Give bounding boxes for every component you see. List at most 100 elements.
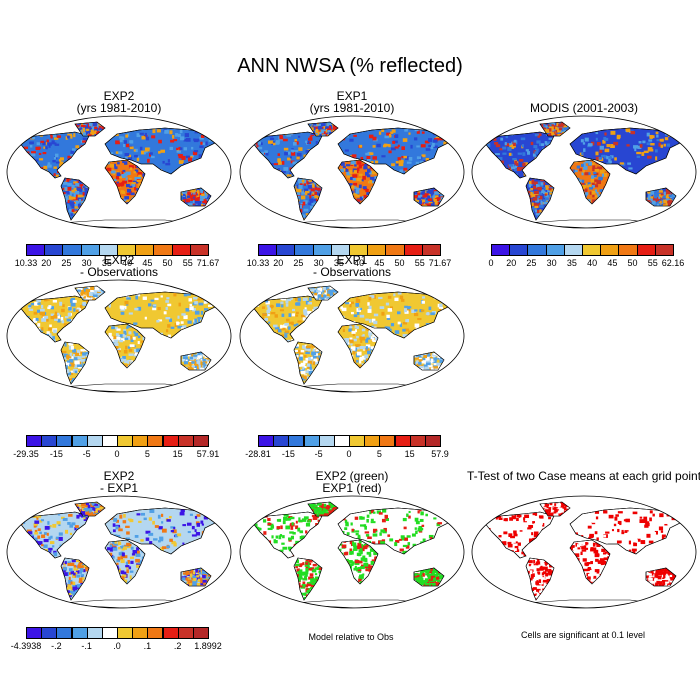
- colorbar-tick-label: 40: [122, 258, 133, 268]
- panel-title-line2: - Observations: [312, 265, 392, 279]
- map-border: [239, 115, 465, 229]
- colorbar-swatch: [101, 627, 118, 639]
- colorbar-swatch: [582, 244, 602, 256]
- colorbar-tick-label: 35: [101, 258, 112, 268]
- panel-exp1-minus-obs: EXP1 - Observations: [237, 254, 467, 394]
- colorbar-swatch: [177, 435, 194, 447]
- panel-title-line1: T-Test of two Case means at each grid po…: [466, 469, 700, 483]
- map-land-layer: [251, 121, 451, 228]
- colorbar-modis: 0 20 25 30 35 40 45 50 55 62.16: [488, 244, 684, 272]
- colorbar-swatch: [56, 627, 73, 639]
- colorbar-swatch: [62, 244, 82, 256]
- colorbar-tick-label: 57.9: [431, 449, 449, 459]
- map-land-layer: [251, 501, 451, 608]
- colorbar-swatch: [394, 435, 411, 447]
- map-land-layer: [483, 501, 683, 608]
- colorbar-tick-label: 10.33: [14, 258, 38, 268]
- colorbar-tick-label: 0: [114, 449, 120, 459]
- map-border: [6, 115, 232, 229]
- map-border: [239, 279, 465, 393]
- colorbar-swatch: [135, 244, 155, 256]
- colorbar-tick-label: 55: [182, 258, 193, 268]
- colorbar-tick-label: 25: [293, 258, 304, 268]
- colorbar-tick-label: -28.81: [245, 449, 271, 459]
- map-border: [471, 495, 697, 609]
- colorbar-tick-label: 35: [566, 258, 577, 268]
- colorbar-tick-label: 35: [333, 258, 344, 268]
- map-land-layer: [18, 285, 218, 392]
- panel-title-line2: (yrs 1981-2010): [76, 101, 162, 115]
- panel-ttest: T-Test of two Case means at each grid po…: [466, 470, 700, 610]
- colorbar-swatch: [86, 435, 103, 447]
- colorbar-tick-label: 30: [546, 258, 557, 268]
- colorbar-tick-label: -4.3938: [10, 641, 42, 651]
- colorbar-swatch: [333, 435, 350, 447]
- colorbar-exp2: 10.33 20 25 30 35 40 45 50 55 71.67: [15, 244, 219, 272]
- continent-africa: [569, 159, 611, 205]
- world-map-exp2-bias: [6, 279, 232, 393]
- colorbar-tick-label: 25: [526, 258, 537, 268]
- colorbar-tick-label: -.1: [81, 641, 92, 651]
- colorbar-swatch: [26, 435, 43, 447]
- colorbar-swatch: [403, 244, 423, 256]
- colorbar-swatch: [98, 244, 118, 256]
- colorbar-tick-label: 50: [394, 258, 405, 268]
- colorbar-swatch: [636, 244, 656, 256]
- map-border: [6, 279, 232, 393]
- colorbar-swatch: [71, 627, 88, 639]
- panel-modis: MODIS (2001-2003): [469, 90, 699, 230]
- colorbar-swatch: [491, 244, 511, 256]
- colorbar-swatch: [364, 435, 381, 447]
- colorbar-tick-label: 71.67: [196, 258, 220, 268]
- colorbar-tick-label: 20: [41, 258, 52, 268]
- colorbar-tick-label: -5: [82, 449, 91, 459]
- colorbar-tick-label: 15: [404, 449, 415, 459]
- colorbar-swatch: [56, 435, 73, 447]
- colorbar-swatch: [171, 244, 191, 256]
- colorbar-tick-label: 5: [144, 449, 150, 459]
- world-map-modis: [471, 115, 697, 229]
- colorbar-swatch: [86, 627, 103, 639]
- world-map-exp2-exp1: [6, 495, 232, 609]
- colorbar-swatch: [101, 435, 118, 447]
- colorbar-swatch: [192, 435, 209, 447]
- panel-green-red: EXP2 (green) EXP1 (red): [237, 470, 467, 610]
- panel-exp2: EXP2 (yrs 1981-2010): [4, 90, 234, 230]
- colorbar-swatch: [132, 435, 149, 447]
- world-map-exp2: [6, 115, 232, 229]
- colorbar-tick-label: 10.33: [246, 258, 270, 268]
- panel-title-line1: EXP2: [103, 89, 135, 103]
- colorbar-swatch: [117, 627, 134, 639]
- map-border: [239, 495, 465, 609]
- colorbar-swatch: [26, 244, 46, 256]
- colorbar-swatch: [177, 627, 194, 639]
- map-border: [6, 495, 232, 609]
- colorbar-swatch: [385, 244, 405, 256]
- colorbar-swatch: [117, 244, 137, 256]
- panel-title-line1: EXP2 (green): [315, 469, 389, 483]
- colorbar-swatch: [80, 244, 100, 256]
- colorbar-swatch: [509, 244, 529, 256]
- panel-exp2-minus-obs: EXP2 - Observations: [4, 254, 234, 394]
- panel-title-line1: EXP2: [103, 253, 135, 267]
- colorbar-tick-label: 55: [647, 258, 658, 268]
- panel-title-line2: - EXP1: [99, 481, 138, 495]
- colorbar-swatch: [192, 627, 209, 639]
- map-land-layer: [18, 121, 218, 228]
- colorbar-tick-label: .1: [143, 641, 152, 651]
- colorbar-swatch: [303, 435, 320, 447]
- colorbar-swatch: [44, 244, 64, 256]
- world-map-exp1-bias: [239, 279, 465, 393]
- colorbar-swatch: [41, 435, 58, 447]
- world-map-exp1: [239, 115, 465, 229]
- colorbar-swatch: [147, 627, 164, 639]
- colorbar-exp1: 10.33 20 25 30 35 40 45 50 55 71.67: [247, 244, 451, 272]
- colorbar-tick-label: -15: [281, 449, 295, 459]
- panel-exp1: EXP1 (yrs 1981-2010): [237, 90, 467, 230]
- colorbar-swatch: [132, 627, 149, 639]
- colorbar-swatch: [312, 244, 332, 256]
- colorbar-tick-label: 45: [374, 258, 385, 268]
- colorbar-tick-label: 15: [172, 449, 183, 459]
- colorbar-swatch: [424, 435, 441, 447]
- colorbar-swatch: [563, 244, 583, 256]
